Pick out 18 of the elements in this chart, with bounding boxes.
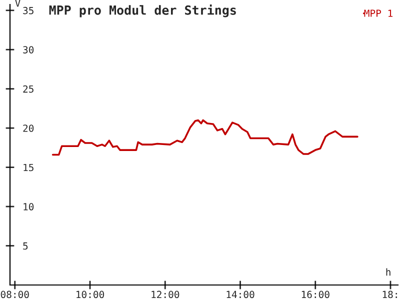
legend-label: MPP 1 (364, 10, 392, 17)
y-tick-label: 5 (23, 242, 28, 250)
x-tick-label: 16:00 (302, 290, 330, 298)
y-tick-label: 35 (23, 6, 34, 14)
x-tick-label: 18: (382, 290, 397, 298)
x-axis-title: h (386, 268, 390, 276)
y-tick-label: 25 (23, 85, 34, 93)
y-tick-label: 30 (23, 46, 34, 54)
line-series (52, 119, 358, 156)
x-tick-label: 08:00 (0, 290, 29, 298)
x-tick-label: 10:00 (76, 290, 104, 298)
y-tick-label: 10 (24, 203, 34, 210)
x-tick-label: 12:00 (152, 290, 180, 298)
x-tick-label: 14:00 (226, 290, 254, 298)
y-tick-label: 20 (23, 124, 34, 132)
chart-title: MPP pro Modul der Strings (49, 4, 236, 18)
y-axis-title: V (15, 0, 20, 7)
y-tick-label: 15 (24, 164, 34, 172)
